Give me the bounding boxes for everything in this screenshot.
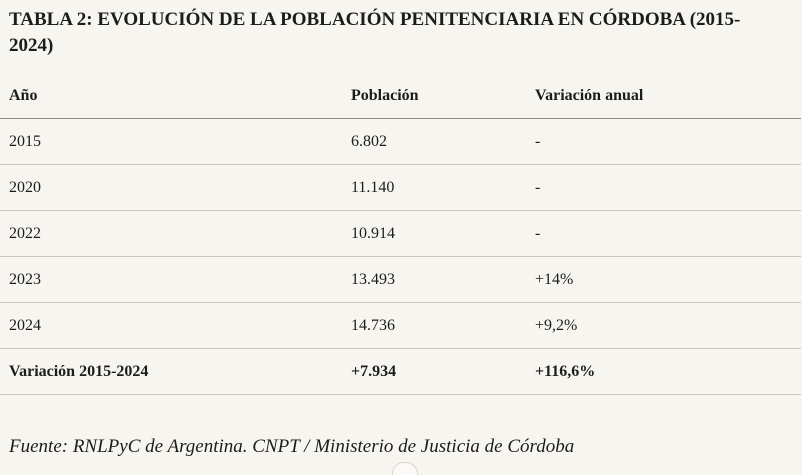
cell-population: 11.140 bbox=[342, 164, 526, 211]
cell-population: 14.736 bbox=[342, 302, 526, 349]
table-row: 2020 11.140 - bbox=[0, 164, 801, 211]
table-row: 2022 10.914 - bbox=[0, 210, 801, 257]
table-header-row: Año Población Variación anual bbox=[0, 73, 801, 119]
cell-annual-variation: - bbox=[526, 118, 801, 165]
table-row: 2015 6.802 - bbox=[0, 118, 801, 165]
cell-year: 2022 bbox=[0, 210, 342, 257]
table-total-row: Variación 2015-2024 +7.934 +116,6% bbox=[0, 348, 801, 395]
cell-population: 13.493 bbox=[342, 256, 526, 303]
column-header-annual-variation: Variación anual bbox=[526, 73, 801, 119]
column-header-population: Población bbox=[342, 73, 526, 119]
cell-population: 6.802 bbox=[342, 118, 526, 165]
total-population-change: +7.934 bbox=[342, 348, 526, 395]
cell-year: 2024 bbox=[0, 302, 342, 349]
total-label: Variación 2015-2024 bbox=[0, 348, 342, 395]
cell-annual-variation: +14% bbox=[526, 256, 801, 303]
scroll-indicator[interactable] bbox=[392, 462, 418, 475]
table-row: 2024 14.736 +9,2% bbox=[0, 302, 801, 349]
cell-annual-variation: - bbox=[526, 210, 801, 257]
table-title: TABLA 2: EVOLUCIÓN DE LA POBLACIÓN PENIT… bbox=[9, 9, 741, 56]
column-header-year: Año bbox=[0, 73, 342, 119]
total-percent-change: +116,6% bbox=[526, 348, 801, 395]
cell-year: 2015 bbox=[0, 118, 342, 165]
population-table: Año Población Variación anual 2015 6.802… bbox=[0, 73, 801, 395]
cell-annual-variation: +9,2% bbox=[526, 302, 801, 349]
source-caption: Fuente: RNLPyC de Argentina. CNPT / Mini… bbox=[9, 436, 575, 457]
cell-year: 2023 bbox=[0, 256, 342, 303]
table-row: 2023 13.493 +14% bbox=[0, 256, 801, 303]
cell-annual-variation: - bbox=[526, 164, 801, 211]
cell-population: 10.914 bbox=[342, 210, 526, 257]
cell-year: 2020 bbox=[0, 164, 342, 211]
